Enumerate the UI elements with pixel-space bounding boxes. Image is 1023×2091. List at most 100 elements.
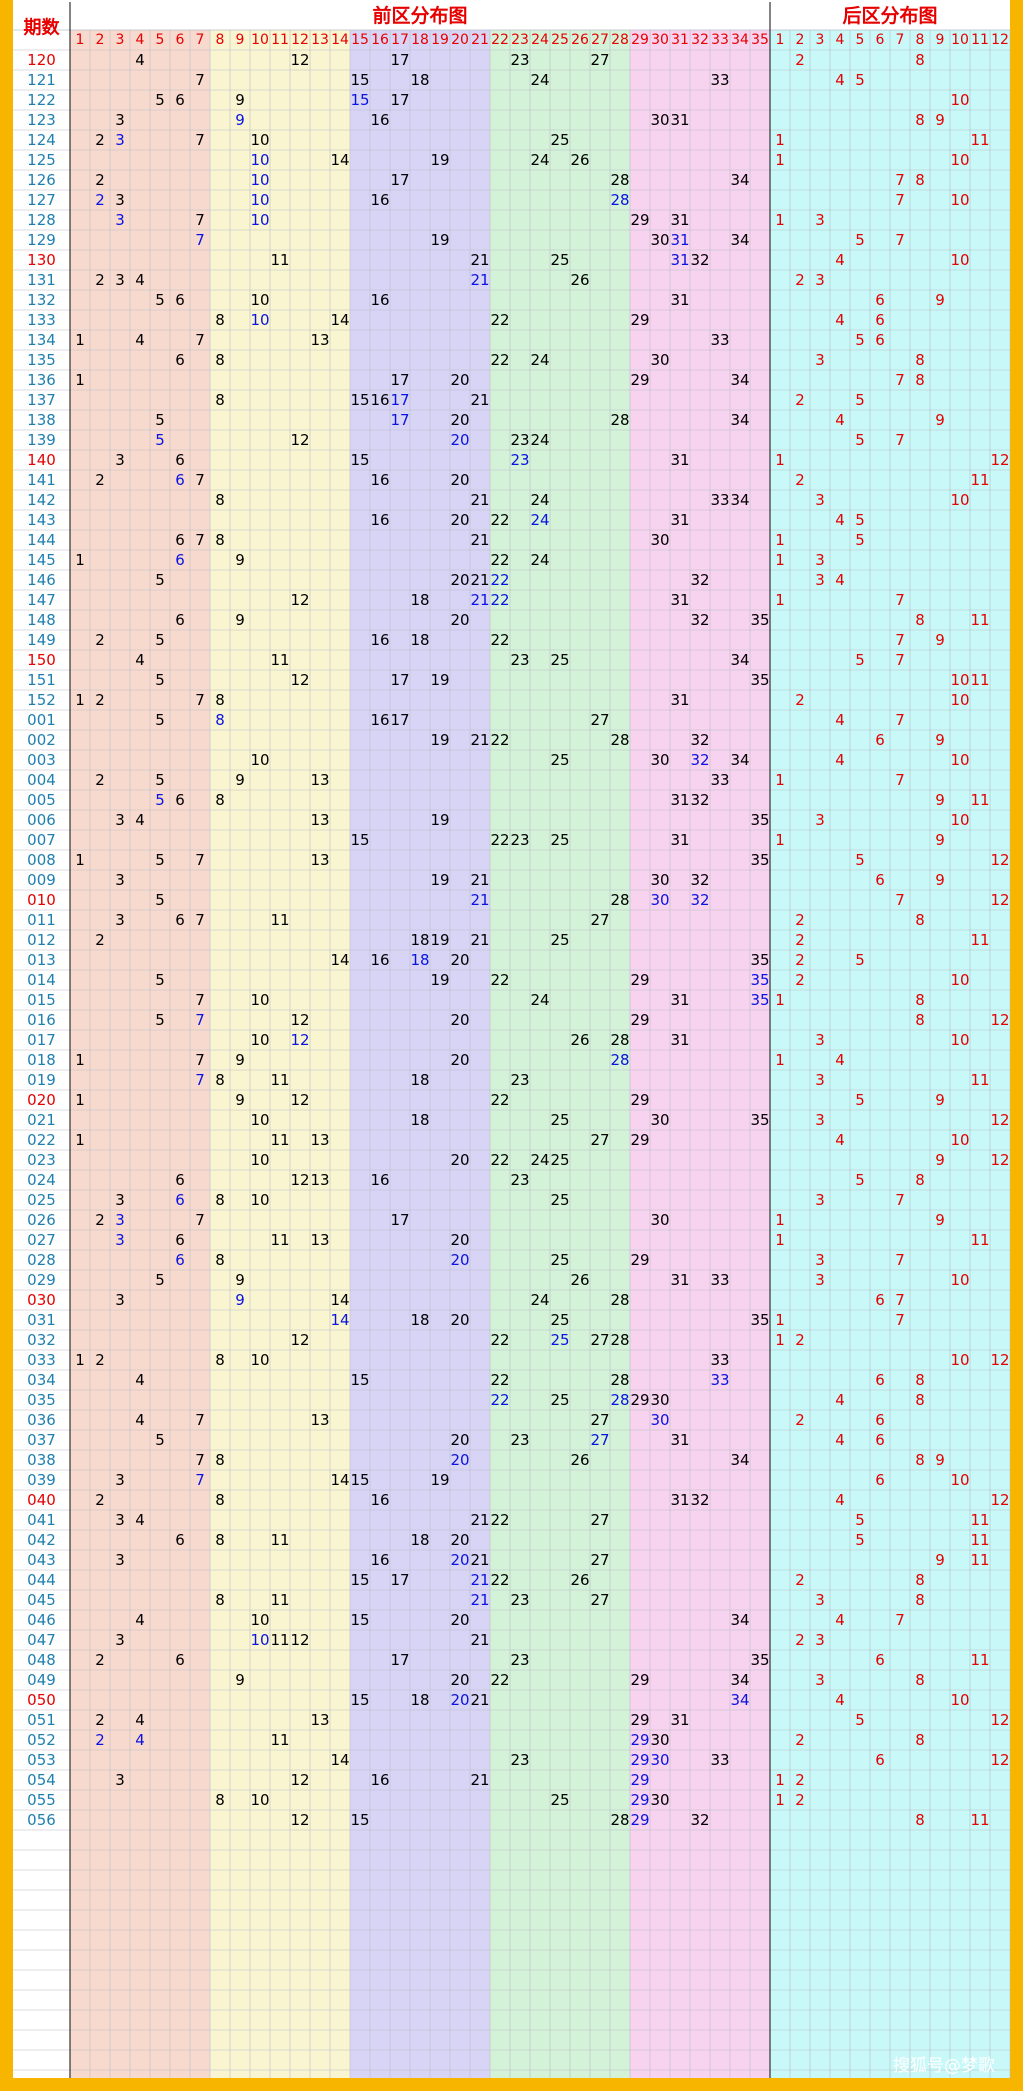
back-number: 7 bbox=[895, 1611, 905, 1629]
front-number: 20 bbox=[450, 1531, 469, 1549]
front-number: 15 bbox=[350, 831, 369, 849]
front-number: 25 bbox=[550, 131, 569, 149]
front-number: 2 bbox=[95, 691, 105, 709]
front-number: 23 bbox=[510, 1651, 529, 1669]
period-label: 023 bbox=[27, 1151, 56, 1169]
front-number: 16 bbox=[370, 951, 389, 969]
front-number: 20 bbox=[450, 1551, 469, 1569]
period-label: 127 bbox=[27, 191, 56, 209]
front-number: 3 bbox=[115, 1231, 125, 1249]
front-col-header-11: 11 bbox=[271, 32, 289, 48]
back-number: 1 bbox=[775, 1771, 785, 1789]
front-number: 12 bbox=[290, 1011, 309, 1029]
front-number: 23 bbox=[510, 1071, 529, 1089]
front-number: 17 bbox=[390, 1211, 409, 1229]
front-number: 2 bbox=[95, 1491, 105, 1509]
front-number: 25 bbox=[550, 751, 569, 769]
front-number: 11 bbox=[270, 651, 289, 669]
front-number: 2 bbox=[95, 271, 105, 289]
front-number: 34 bbox=[730, 1451, 749, 1469]
back-number: 6 bbox=[875, 871, 885, 889]
front-number: 15 bbox=[350, 1691, 369, 1709]
front-number: 27 bbox=[590, 711, 609, 729]
front-number: 12 bbox=[290, 591, 309, 609]
front-number: 4 bbox=[135, 1371, 145, 1389]
front-number: 15 bbox=[350, 1371, 369, 1389]
back-number: 6 bbox=[875, 331, 885, 349]
front-number: 2 bbox=[95, 631, 105, 649]
front-number: 31 bbox=[670, 1431, 689, 1449]
back-number: 11 bbox=[970, 471, 989, 489]
front-number: 5 bbox=[155, 631, 165, 649]
back-number: 8 bbox=[915, 611, 925, 629]
front-number: 28 bbox=[610, 1331, 629, 1349]
front-number: 9 bbox=[235, 1291, 245, 1309]
front-number: 15 bbox=[350, 1611, 369, 1629]
front-number: 31 bbox=[670, 1031, 689, 1049]
front-number: 33 bbox=[710, 1351, 729, 1369]
front-number: 23 bbox=[510, 1751, 529, 1769]
front-number: 17 bbox=[390, 391, 409, 409]
front-number: 8 bbox=[215, 1591, 225, 1609]
period-label: 036 bbox=[27, 1411, 56, 1429]
back-number: 1 bbox=[775, 531, 785, 549]
back-number: 6 bbox=[875, 311, 885, 329]
back-number: 10 bbox=[950, 151, 969, 169]
front-number: 6 bbox=[175, 471, 185, 489]
back-number: 4 bbox=[835, 411, 845, 429]
front-number: 30 bbox=[650, 1751, 669, 1769]
front-number: 31 bbox=[670, 831, 689, 849]
front-col-header-15: 15 bbox=[351, 32, 369, 48]
front-number: 7 bbox=[195, 991, 205, 1009]
period-label: 134 bbox=[27, 331, 56, 349]
back-number: 2 bbox=[795, 1411, 805, 1429]
back-number: 4 bbox=[835, 571, 845, 589]
front-number: 30 bbox=[650, 891, 669, 909]
front-number: 32 bbox=[690, 251, 709, 269]
front-number: 29 bbox=[630, 1131, 649, 1149]
front-number: 15 bbox=[350, 451, 369, 469]
front-number: 3 bbox=[115, 1211, 125, 1229]
front-zone-4 bbox=[490, 30, 630, 2078]
front-number: 20 bbox=[450, 471, 469, 489]
front-number: 12 bbox=[290, 1171, 309, 1189]
period-label: 015 bbox=[27, 991, 56, 1009]
front-number: 10 bbox=[250, 1191, 269, 1209]
front-number: 8 bbox=[215, 391, 225, 409]
back-number: 8 bbox=[915, 51, 925, 69]
front-col-header-26: 26 bbox=[571, 32, 589, 48]
back-number: 8 bbox=[915, 1811, 925, 1829]
front-number: 5 bbox=[155, 791, 165, 809]
front-number: 16 bbox=[370, 511, 389, 529]
front-number: 30 bbox=[650, 231, 669, 249]
period-label: 139 bbox=[27, 431, 56, 449]
period-label: 033 bbox=[27, 1351, 56, 1369]
front-number: 1 bbox=[75, 1091, 85, 1109]
front-number: 5 bbox=[155, 711, 165, 729]
front-number: 33 bbox=[710, 771, 729, 789]
front-number: 6 bbox=[175, 1531, 185, 1549]
front-number: 1 bbox=[75, 1051, 85, 1069]
back-number: 5 bbox=[855, 231, 865, 249]
back-number: 7 bbox=[895, 651, 905, 669]
back-number: 4 bbox=[835, 1431, 845, 1449]
front-number: 31 bbox=[670, 211, 689, 229]
front-number: 19 bbox=[430, 231, 449, 249]
period-label: 121 bbox=[27, 71, 56, 89]
front-number: 35 bbox=[750, 1651, 769, 1669]
front-number: 20 bbox=[450, 1151, 469, 1169]
front-number: 7 bbox=[195, 911, 205, 929]
front-number: 18 bbox=[410, 951, 429, 969]
back-number: 5 bbox=[855, 851, 865, 869]
back-number: 6 bbox=[875, 731, 885, 749]
front-number: 21 bbox=[470, 531, 489, 549]
back-number: 7 bbox=[895, 231, 905, 249]
front-number: 10 bbox=[250, 1111, 269, 1129]
period-label: 037 bbox=[27, 1431, 56, 1449]
period-label: 011 bbox=[27, 911, 56, 929]
period-label: 051 bbox=[27, 1711, 56, 1729]
back-number: 10 bbox=[950, 91, 969, 109]
period-label: 131 bbox=[27, 271, 56, 289]
back-number: 3 bbox=[815, 491, 825, 509]
front-number: 6 bbox=[175, 1191, 185, 1209]
